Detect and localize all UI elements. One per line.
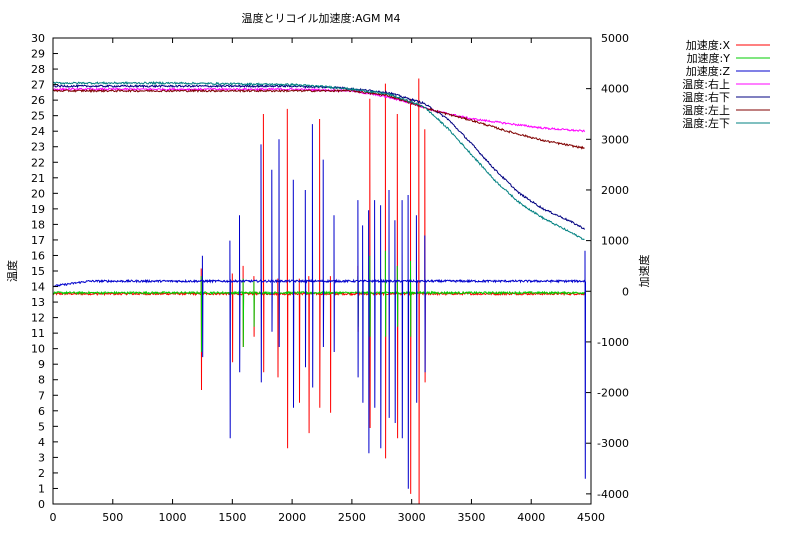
legend-label: 加速度:Z [686, 64, 731, 78]
legend-label: 温度:左下 [682, 116, 730, 130]
y-tick-label: 28 [31, 63, 45, 76]
y-tick-label: 13 [31, 296, 45, 309]
series-line-2 [52, 124, 586, 489]
legend-label: 加速度:X [686, 38, 731, 52]
y-tick-label: 23 [31, 141, 45, 154]
legend-label: 温度:右下 [682, 90, 730, 104]
y-tick-label: 6 [38, 405, 45, 418]
y-tick-label: 9 [38, 358, 45, 371]
plot-area [52, 78, 586, 505]
y2-tick-label: -3000 [597, 437, 629, 450]
y-tick-label: 12 [31, 312, 45, 325]
y-tick-label: 2 [38, 467, 45, 480]
y-tick-label: 16 [31, 249, 45, 262]
y2-tick-label: 0 [622, 285, 629, 298]
chart-title: 温度とリコイル加速度:AGM M4 [241, 11, 400, 25]
x-tick-label: 2000 [278, 511, 306, 524]
y-tick-label: 18 [31, 218, 45, 231]
y-tick-label: 19 [31, 203, 45, 216]
x-tick-label: 4500 [577, 511, 605, 524]
y-tick-label: 30 [31, 32, 45, 45]
y-tick-label: 22 [31, 156, 45, 169]
series-line-5 [52, 88, 585, 150]
y-tick-label: 3 [38, 451, 45, 464]
y-tick-label: 7 [38, 389, 45, 402]
x-tick-label: 2500 [338, 511, 366, 524]
x-tick-label: 1500 [218, 511, 246, 524]
y-tick-label: 24 [31, 125, 45, 138]
legend-label: 温度:右上 [682, 77, 730, 91]
legend-label: 温度:左上 [682, 103, 730, 117]
y-tick-label: 29 [31, 48, 45, 61]
y-tick-label: 1 [38, 482, 45, 495]
y2-tick-label: -4000 [597, 488, 629, 501]
y-tick-label: 15 [31, 265, 45, 278]
x-tick-label: 3500 [457, 511, 485, 524]
y-tick-label: 27 [31, 79, 45, 92]
y-tick-label: 5 [38, 420, 45, 433]
y-tick-label: 26 [31, 94, 45, 107]
x-tick-label: 0 [50, 511, 57, 524]
y2-tick-label: 1000 [601, 235, 629, 248]
series-line-1 [52, 250, 586, 353]
x-tick-label: 3000 [398, 511, 426, 524]
y2-tick-label: 4000 [601, 83, 629, 96]
axes: 0 500 1000 1500 2000 2500 3000 3500 4000 45000123… [31, 32, 629, 524]
y2-axis-label: 加速度 [637, 255, 651, 288]
y-tick-label: 21 [31, 172, 45, 185]
x-tick-label: 500 [102, 511, 123, 524]
y-axis-label: 温度 [5, 260, 19, 282]
y2-tick-label: -1000 [597, 336, 629, 349]
series-line-6 [52, 80, 585, 241]
y-tick-label: 8 [38, 374, 45, 387]
y-tick-label: 10 [31, 343, 45, 356]
legend-label: 加速度:Y [687, 51, 731, 65]
y-tick-label: 14 [31, 281, 45, 294]
y-tick-label: 11 [31, 327, 45, 340]
x-tick-label: 1000 [159, 511, 187, 524]
y-tick-label: 25 [31, 110, 45, 123]
x-tick-label: 4000 [517, 511, 545, 524]
y-tick-label: 0 [38, 498, 45, 511]
y2-tick-label: 5000 [601, 32, 629, 45]
y2-tick-label: 2000 [601, 184, 629, 197]
y-tick-label: 4 [38, 436, 45, 449]
y2-tick-label: -2000 [597, 387, 629, 400]
y-tick-label: 20 [31, 187, 45, 200]
y-tick-label: 17 [31, 234, 45, 247]
y2-tick-label: 3000 [601, 133, 629, 146]
